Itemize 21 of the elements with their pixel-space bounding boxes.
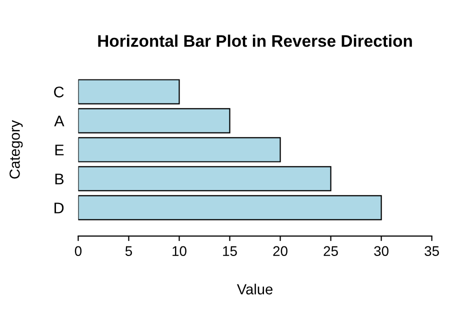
- x-tick-label: 0: [74, 246, 82, 256]
- bar: [78, 79, 180, 104]
- y-tick-label: A: [54, 116, 64, 126]
- bar: [78, 166, 332, 192]
- x-tick-label: 30: [374, 246, 388, 256]
- chart-title: Horizontal Bar Plot in Reverse Direction: [98, 34, 412, 47]
- bar: [78, 137, 281, 162]
- y-tick-label: C: [54, 86, 64, 98]
- x-tick-label: 10: [172, 246, 186, 256]
- bar: [78, 195, 382, 220]
- x-tick-label: 15: [223, 246, 237, 256]
- bar: [78, 108, 230, 134]
- y-tick-label: E: [55, 144, 64, 156]
- y-axis-title: Category: [10, 120, 23, 179]
- x-tick-label: 25: [324, 246, 338, 256]
- x-axis-title: Value: [236, 284, 272, 294]
- x-tick-label: 5: [125, 246, 132, 256]
- x-tick-label: 35: [424, 246, 439, 256]
- y-tick-label: B: [55, 174, 64, 184]
- y-tick-label: D: [54, 202, 64, 214]
- x-tick-label: 20: [273, 246, 288, 256]
